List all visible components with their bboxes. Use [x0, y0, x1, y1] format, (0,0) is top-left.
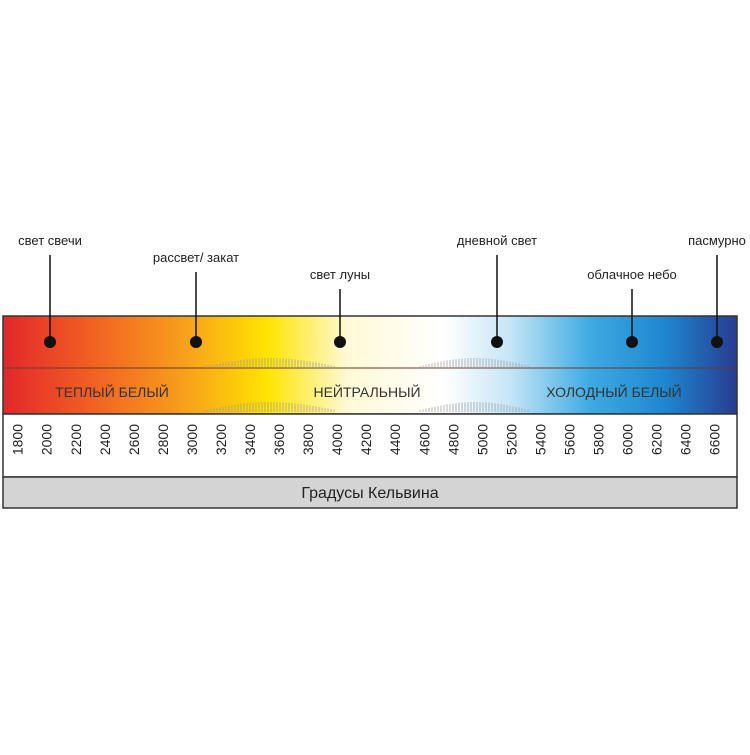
point-label: пасмурно [688, 233, 746, 248]
point-dot [491, 336, 503, 348]
point-dot [334, 336, 346, 348]
zone-label: ТЕПЛЫЙ БЕЛЫЙ [55, 383, 169, 400]
tick-label: 5200 [503, 424, 519, 455]
tick-label: 2000 [39, 424, 55, 455]
hatch [204, 358, 529, 412]
tick-label: 5600 [561, 424, 577, 455]
tick-label: 2400 [97, 424, 113, 455]
gradient-bar [2, 315, 738, 415]
tick-label: 3000 [184, 424, 200, 455]
tick-label: 5800 [591, 424, 607, 455]
zone-label: НЕЙТРАЛЬНЫЙ [313, 383, 420, 400]
zone-label: ХОЛОДНЫЙ БЕЛЫЙ [546, 383, 681, 400]
tick-label: 6200 [649, 424, 665, 455]
point-dot [626, 336, 638, 348]
tick-label: 5400 [532, 424, 548, 455]
tick-label: 2200 [68, 424, 84, 455]
point-dot [190, 336, 202, 348]
point-dot [44, 336, 56, 348]
scale-title: Градусы Кельвина [301, 485, 438, 502]
tick-label: 6400 [678, 424, 694, 455]
point-label: облачное небо [587, 267, 677, 282]
tick-label: 4600 [416, 424, 432, 455]
tick-label: 6600 [707, 424, 723, 455]
tick-label: 2600 [126, 424, 142, 455]
tick-label: 4000 [329, 424, 345, 455]
tick-label: 3200 [213, 424, 229, 455]
tick-label: 6000 [620, 424, 636, 455]
tick-label: 3800 [300, 424, 316, 455]
tick-label: 4200 [358, 424, 374, 455]
tick-label: 3400 [242, 424, 258, 455]
point-dot [711, 336, 723, 348]
tick-label: 4400 [387, 424, 403, 455]
tick-label: 2800 [155, 424, 171, 455]
point-label: свет луны [310, 267, 370, 282]
tick-label: 3600 [271, 424, 287, 455]
tick-row [2, 413, 738, 478]
tick-label: 1800 [10, 424, 26, 455]
point-label: рассвет/ закат [153, 250, 239, 265]
tick-label: 5000 [474, 424, 490, 455]
point-label: дневной свет [457, 233, 537, 248]
layer: свет свечи рассвет/ закат свет луны дневной… [10, 233, 746, 455]
tick-label: 4800 [445, 424, 461, 455]
point-label: свет свечи [18, 233, 82, 248]
scale-footer [2, 476, 738, 509]
